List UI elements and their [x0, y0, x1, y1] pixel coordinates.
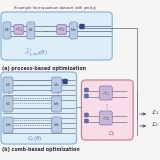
Text: $V_m$: $V_m$ — [53, 121, 60, 129]
FancyBboxPatch shape — [84, 94, 88, 98]
Text: $\mathcal{N}_{j,m}^{(m)}$: $\mathcal{N}_{j,m}^{(m)}$ — [57, 26, 66, 33]
FancyBboxPatch shape — [84, 88, 88, 92]
Text: $C_\mu(\theta)$: $C_\mu(\theta)$ — [27, 135, 43, 145]
FancyBboxPatch shape — [3, 96, 13, 112]
FancyBboxPatch shape — [3, 117, 13, 133]
Text: $V_m$: $V_m$ — [70, 27, 77, 34]
FancyBboxPatch shape — [80, 24, 84, 29]
Text: $V_0$: $V_0$ — [5, 81, 11, 89]
FancyBboxPatch shape — [14, 24, 24, 35]
Text: $\mathcal{N}_{j,m}^{(1)}$: $\mathcal{N}_{j,m}^{(1)}$ — [102, 89, 110, 97]
Text: $\mathcal{N}_{j,m}^{(1)}$: $\mathcal{N}_{j,m}^{(1)}$ — [15, 26, 23, 33]
FancyBboxPatch shape — [52, 117, 62, 133]
Text: $V_0$: $V_0$ — [4, 27, 10, 34]
FancyBboxPatch shape — [84, 119, 88, 123]
Text: $\cdots$: $\cdots$ — [43, 27, 51, 33]
FancyBboxPatch shape — [81, 80, 133, 140]
FancyBboxPatch shape — [52, 96, 62, 112]
Text: $\mathcal{N}_{j,m}^{(m)}$: $\mathcal{N}_{j,m}^{(m)}$ — [102, 114, 110, 122]
Text: $V_0$: $V_0$ — [5, 100, 11, 108]
Text: $\vdots$: $\vdots$ — [103, 103, 108, 111]
FancyBboxPatch shape — [1, 72, 76, 144]
Text: $\Omega_j$: $\Omega_j$ — [108, 130, 115, 140]
Text: $V_m$: $V_m$ — [5, 121, 11, 129]
Text: th sample from quantum dataset with prob $p_j$: th sample from quantum dataset with prob… — [13, 4, 98, 13]
FancyBboxPatch shape — [99, 86, 112, 100]
Text: $\vdots$: $\vdots$ — [54, 89, 59, 98]
Text: $\mathcal{L}_1$: $\mathcal{L}_1$ — [151, 108, 159, 117]
FancyBboxPatch shape — [27, 22, 35, 39]
FancyBboxPatch shape — [3, 77, 13, 93]
FancyBboxPatch shape — [99, 111, 112, 125]
Text: $\hat{\mathcal{N}}_{j,out}(\theta)$: $\hat{\mathcal{N}}_{j,out}(\theta)$ — [24, 47, 48, 60]
FancyBboxPatch shape — [52, 77, 62, 93]
FancyBboxPatch shape — [1, 12, 112, 60]
FancyBboxPatch shape — [84, 113, 88, 117]
Text: (a) process-based optimization: (a) process-based optimization — [2, 65, 86, 71]
Text: $\vdots$: $\vdots$ — [5, 89, 11, 98]
FancyBboxPatch shape — [63, 79, 68, 84]
FancyBboxPatch shape — [70, 22, 77, 39]
Text: $V_1$: $V_1$ — [28, 27, 34, 34]
Text: $V_m$: $V_m$ — [53, 81, 60, 89]
FancyBboxPatch shape — [57, 24, 67, 35]
Text: $\mathcal{L}_t$: $\mathcal{L}_t$ — [151, 120, 159, 129]
FancyBboxPatch shape — [3, 22, 11, 39]
Text: $V_m$: $V_m$ — [53, 100, 60, 108]
Text: (b) comb-based optimization: (b) comb-based optimization — [2, 148, 80, 152]
